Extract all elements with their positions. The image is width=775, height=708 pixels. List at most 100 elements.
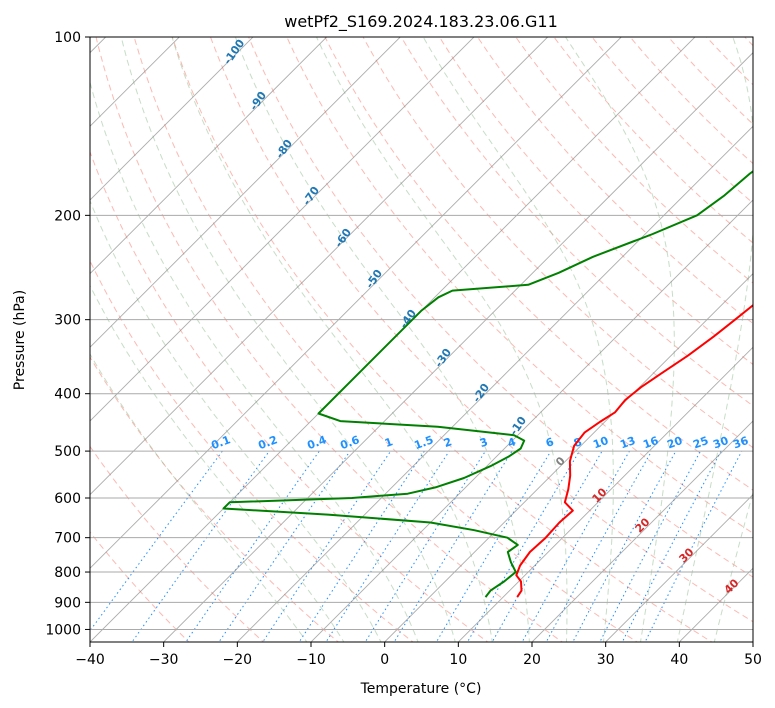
- y-axis-label: Pressure (hPa): [12, 290, 28, 390]
- y-tick-label: 100: [54, 30, 81, 46]
- dry-adiabat: [90, 150, 489, 642]
- dry-adiabat: [744, 37, 753, 47]
- dry-adiabat: [591, 37, 753, 204]
- isotherm: [752, 641, 753, 642]
- dry-adiabat-label: -100: [221, 37, 248, 67]
- dry-adiabat: [705, 37, 753, 86]
- mixing-ratio-label: 16: [641, 434, 660, 452]
- mixing-ratio-line: [364, 450, 486, 642]
- y-tick-label: 1000: [45, 622, 81, 638]
- x-tick-label: 30: [597, 652, 615, 668]
- mixing-ratio-label: 2: [442, 435, 454, 450]
- mixing-ratio-label: 30: [711, 434, 730, 452]
- mixing-ratio-label: 20: [665, 434, 684, 452]
- y-tick-label: 900: [54, 595, 81, 611]
- isotherm: [236, 125, 753, 642]
- moist-adiabat-label: 20: [633, 515, 653, 535]
- mixing-ratio-line: [393, 450, 513, 642]
- isotherm: [90, 37, 622, 569]
- moist-adiabats: [90, 37, 753, 642]
- dry-adiabat: [133, 37, 638, 642]
- x-tick-label: −30: [149, 652, 179, 668]
- isotherm: [457, 346, 753, 642]
- plot-frame: [89, 36, 754, 643]
- dewpoint-profile: [222, 170, 753, 598]
- dry-adiabat-label: -40: [397, 307, 419, 331]
- dry-adiabat: [90, 445, 265, 642]
- mixing-ratio-line: [466, 450, 580, 642]
- mixing-ratio-line: [572, 450, 677, 642]
- moist-adiabat: [171, 37, 493, 642]
- dry-adiabat: [667, 37, 753, 125]
- mixing-ratio-label: 25: [691, 434, 710, 451]
- x-tick-label: −10: [296, 652, 326, 668]
- isotherm: [90, 37, 180, 127]
- dry-adiabat: [629, 37, 753, 165]
- dry-adiabat: [171, 37, 713, 642]
- isotherms: [90, 37, 753, 642]
- temperature-profile: [515, 303, 753, 598]
- moist-adiabat: [90, 80, 419, 642]
- moist-adiabat: [120, 37, 456, 642]
- mixing-ratio-label: 0.6: [338, 433, 361, 452]
- y-tick-label: 200: [54, 208, 81, 224]
- moist-adiabat: [422, 37, 614, 642]
- dry-adiabat-label: -20: [470, 381, 492, 405]
- moist-adiabat: [90, 284, 345, 642]
- dry-adiabat: [90, 259, 414, 642]
- x-tick-label: −40: [75, 652, 105, 668]
- profiles: [222, 170, 753, 598]
- dry-adiabat: [90, 356, 340, 642]
- x-tick-label: 0: [380, 652, 389, 668]
- isotherm: [90, 37, 401, 348]
- mixing-ratio-line: [131, 450, 270, 642]
- x-tick-label: 40: [670, 652, 688, 668]
- y-tick-label: 500: [54, 444, 81, 460]
- isotherm: [90, 37, 475, 422]
- isotherm: [310, 199, 753, 642]
- mixing-ratio-label: 0.4: [305, 433, 328, 452]
- dry-adiabat: [438, 37, 753, 366]
- moist-adiabat-label: 40: [722, 576, 742, 596]
- mixing-ratio-label: 36: [731, 434, 750, 452]
- dry-adiabat: [553, 37, 753, 244]
- isotherm: [90, 37, 328, 275]
- isotherm: [90, 37, 254, 201]
- plot-area: -100-90-80-70-60-50-40-30-20-100.1 0.2 0.4…: [90, 37, 753, 642]
- mixing-ratio-label: 6: [544, 435, 556, 450]
- y-tick-label: 400: [54, 387, 81, 403]
- dry-adiabat-label: -90: [247, 89, 269, 113]
- dry-adiabat: [362, 37, 753, 449]
- moist-adiabat-label: 10: [590, 485, 610, 505]
- mixing-ratio-line: [298, 450, 425, 642]
- mixing-ratio-line: [521, 450, 630, 642]
- dry-adiabat: [95, 37, 564, 642]
- mixing-ratio-line: [644, 450, 743, 642]
- mixing-ratio-line: [621, 450, 722, 642]
- mixing-ratio-label: 10: [591, 434, 610, 452]
- isotherm: [604, 493, 753, 642]
- mixing-ratio-label: 0.2: [256, 433, 279, 452]
- x-tick-label: −20: [223, 652, 253, 668]
- isobars: [90, 37, 753, 630]
- x-tick-label: 50: [744, 652, 762, 668]
- dry-adiabat: [286, 37, 753, 534]
- x-axis-label: Temperature (°C): [360, 681, 482, 697]
- mixing-ratio-label: 13: [618, 434, 637, 451]
- moist-adiabat: [713, 490, 753, 642]
- dry-adiabat: [400, 37, 753, 407]
- y-axis-ticks: 1000 900 800 700 600 500 400 300 200 100: [45, 30, 90, 638]
- isotherm: [90, 37, 549, 496]
- isotherm: [383, 273, 753, 642]
- mixing-ratio-line: [435, 450, 552, 642]
- dry-adiabat-label: -50: [363, 267, 385, 291]
- mixing-ratio-line: [218, 450, 351, 642]
- mixing-ratio-label: 3: [478, 435, 490, 450]
- dry-adiabat-label: -70: [300, 184, 322, 208]
- mixing-ratio-label: 1: [383, 435, 395, 450]
- x-tick-label: 10: [449, 652, 467, 668]
- dry-adiabat: [324, 37, 753, 491]
- x-tick-label: 20: [523, 652, 541, 668]
- y-tick-label: 300: [54, 313, 81, 329]
